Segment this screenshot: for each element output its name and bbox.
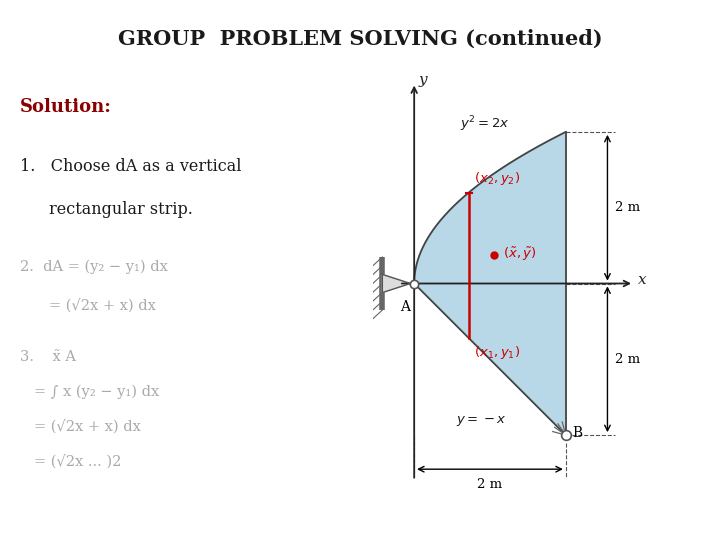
Text: x: x	[638, 273, 647, 287]
Text: A: A	[400, 300, 410, 314]
Text: ALWAYS LEARNING: ALWAYS LEARNING	[13, 513, 94, 522]
Text: y: y	[419, 73, 428, 87]
Text: = (√2x ... )2: = (√2x ... )2	[34, 454, 121, 469]
Text: GROUP  PROBLEM SOLVING (continued): GROUP PROBLEM SOLVING (continued)	[117, 29, 603, 49]
Polygon shape	[382, 274, 410, 293]
Text: Statics, Fourteenth Edition: Statics, Fourteenth Edition	[115, 512, 208, 518]
Polygon shape	[414, 132, 566, 435]
Text: rectangular strip.: rectangular strip.	[49, 201, 193, 218]
Text: All rights reserved.: All rights reserved.	[446, 525, 513, 532]
Text: 2 m: 2 m	[615, 201, 640, 214]
Text: R.C. Hibbeler: R.C. Hibbeler	[115, 525, 161, 532]
Text: 1.   Choose dA as a vertical: 1. Choose dA as a vertical	[20, 158, 242, 175]
Text: = ∫ x (y₂ − y₁) dx: = ∫ x (y₂ − y₁) dx	[34, 385, 159, 400]
Text: 2 m: 2 m	[615, 353, 640, 366]
Text: = (√2x + x) dx: = (√2x + x) dx	[34, 420, 140, 434]
Text: = (√2x + x) dx: = (√2x + x) dx	[49, 299, 156, 313]
Text: $(x_1,y_1)$: $(x_1,y_1)$	[474, 344, 521, 361]
Text: Copyright ©2016 by Pearson Education, Inc.: Copyright ©2016 by Pearson Education, In…	[446, 511, 603, 518]
Text: 2 m: 2 m	[477, 478, 503, 491]
Text: 2.  dA = (y₂ − y₁) dx: 2. dA = (y₂ − y₁) dx	[20, 260, 168, 274]
Text: $y^2 = 2x$: $y^2 = 2x$	[459, 114, 509, 134]
Text: $y = -x$: $y = -x$	[456, 414, 507, 428]
Text: PEARSON: PEARSON	[644, 515, 720, 529]
Text: $(x_2,y_2)$: $(x_2,y_2)$	[474, 170, 521, 187]
Text: 3.    x̃ A: 3. x̃ A	[20, 350, 76, 365]
Text: $(\tilde{x},\tilde{y})$: $(\tilde{x},\tilde{y})$	[503, 246, 536, 264]
Text: B: B	[572, 426, 582, 440]
Text: Solution:: Solution:	[20, 98, 112, 116]
